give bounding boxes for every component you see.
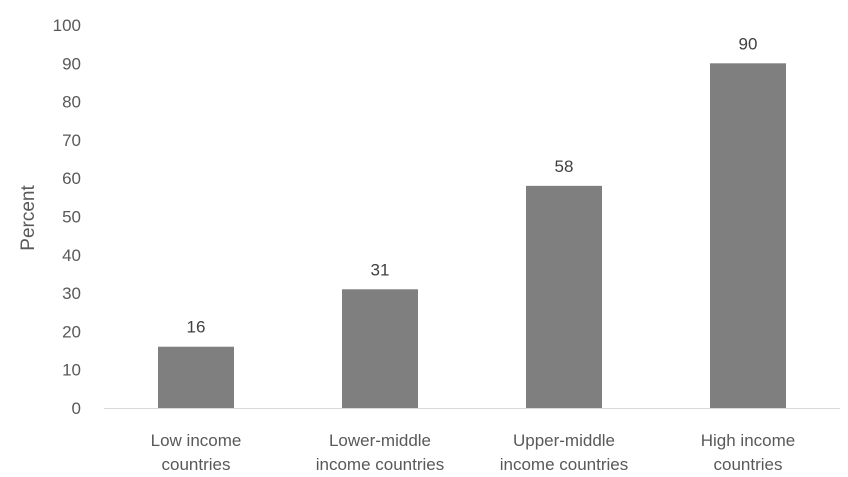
y-axis-label: Percent <box>18 185 39 251</box>
y-tick-label: 20 <box>62 322 81 341</box>
data-label: 58 <box>555 157 574 176</box>
bar <box>526 185 602 408</box>
y-tick-label: 80 <box>62 93 81 112</box>
bar <box>710 63 786 409</box>
data-label: 90 <box>739 34 758 53</box>
bars: 16 31 58 90 <box>158 34 786 409</box>
y-tick-label: 90 <box>62 54 81 73</box>
x-tick-label: income countries <box>316 455 445 474</box>
y-tick-label: 10 <box>62 361 81 380</box>
x-tick-label: Lower-middle <box>329 431 431 450</box>
x-tick-label: income countries <box>500 455 629 474</box>
y-tick-label: 50 <box>62 208 81 227</box>
y-tick-label: 40 <box>62 246 81 265</box>
y-tick-label: 100 <box>53 16 81 35</box>
x-tick-label: countries <box>714 455 783 474</box>
data-label: 31 <box>371 260 390 279</box>
x-tick-label: Upper-middle <box>513 431 615 450</box>
x-axis: Low income countries Lower-middle income co… <box>104 408 840 474</box>
y-axis: 0 10 20 30 40 50 60 70 80 90 100 <box>53 16 81 418</box>
x-tick-label: High income <box>701 431 796 450</box>
data-label: 16 <box>187 318 206 337</box>
y-tick-label: 30 <box>62 284 81 303</box>
y-tick-label: 70 <box>62 131 81 150</box>
bar <box>342 289 418 408</box>
x-tick-label: Low income <box>151 431 242 450</box>
bar <box>158 346 234 408</box>
y-tick-label: 60 <box>62 169 81 188</box>
y-tick-label: 0 <box>72 399 81 418</box>
x-tick-label: countries <box>162 455 231 474</box>
